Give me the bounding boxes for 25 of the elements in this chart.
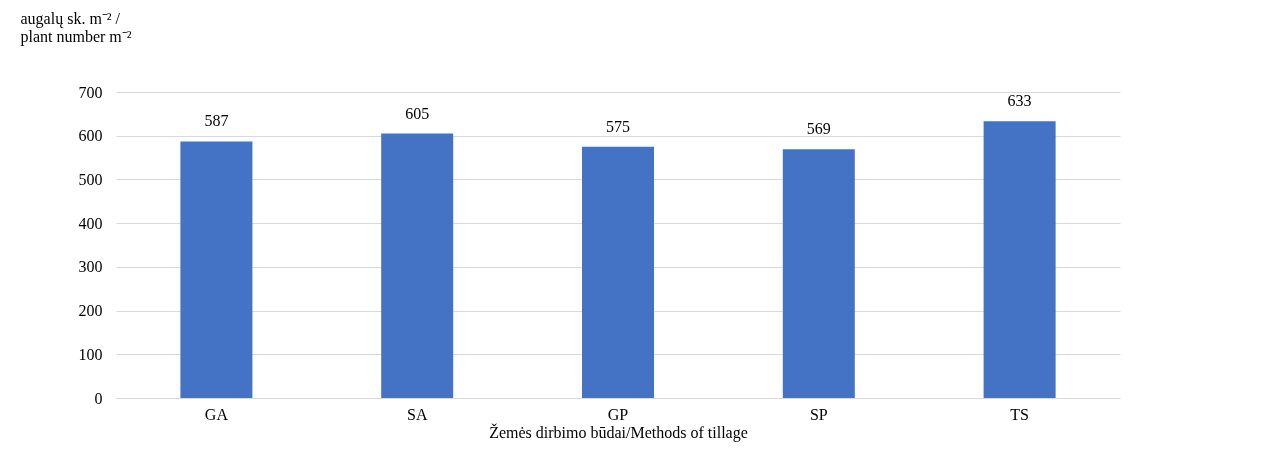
bar	[180, 141, 253, 398]
y-tick-label: 400	[78, 214, 103, 232]
bar	[381, 133, 454, 398]
y-tick-label: 0	[94, 389, 103, 407]
y-tick-label: 200	[78, 302, 103, 320]
y-tick-label: 700	[78, 83, 103, 101]
x-tick-label: SP	[809, 405, 828, 423]
x-tick-label: GA	[204, 405, 229, 423]
data-label: 569	[806, 120, 831, 138]
y-tick-label: 300	[78, 258, 103, 276]
bar	[782, 149, 855, 398]
x-tick-label: TS	[1010, 405, 1029, 423]
data-label: 605	[405, 104, 430, 122]
data-label: 633	[1007, 92, 1032, 110]
bar	[582, 146, 654, 398]
y-tick-label: 600	[78, 127, 103, 145]
y-tick-label: 500	[78, 170, 103, 188]
x-axis-title: Žemės dirbimo būdai/Methods of tillage	[489, 422, 748, 442]
y-axis-title: augalų sk. m⁻² / plant number m⁻²	[20, 9, 132, 46]
x-tick-label: GP	[607, 405, 629, 423]
data-label: 575	[606, 117, 630, 135]
data-label: 587	[204, 112, 229, 130]
y-tick-label: 100	[78, 345, 103, 363]
bar	[983, 121, 1056, 398]
x-tick-label: SA	[406, 405, 428, 423]
